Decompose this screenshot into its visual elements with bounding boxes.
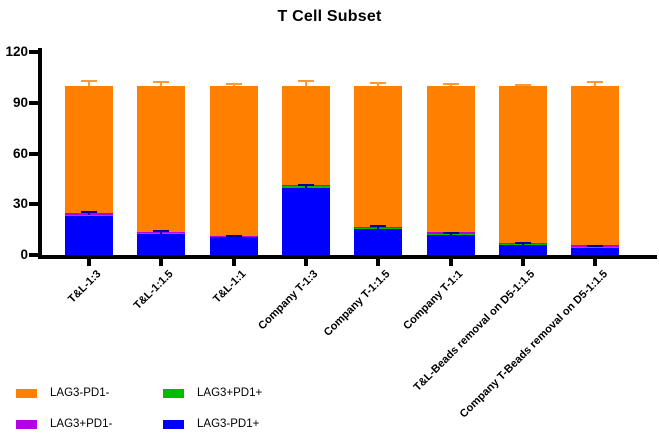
bar-segment-lag3pd1 [209, 237, 258, 255]
bar-segment-lag3pd1 [281, 188, 330, 255]
chart-title: T Cell Subset [277, 8, 382, 25]
x-axis-line [38, 255, 657, 259]
error-bar-stem [377, 226, 380, 229]
legend-item: LAG3-PD1- [16, 387, 109, 399]
bar-segment-lag3pd1 [65, 215, 113, 255]
x-tick-label: Company T-1:1.5 [321, 268, 393, 339]
error-bar-cap [587, 244, 604, 247]
x-tick-label: Company T-1:1 [400, 268, 465, 333]
error-bar-cap [225, 234, 242, 237]
x-tick-mark [448, 259, 453, 266]
y-tick-label: 60 [12, 145, 28, 161]
bar-segment-lag3pd1 [498, 244, 547, 255]
x-tick-mark [87, 259, 91, 266]
error-bar-stem [304, 184, 307, 189]
error-bar-cap [297, 79, 314, 82]
bar-segment-lag3pd1 [426, 234, 475, 255]
error-bar-stem [377, 82, 380, 87]
x-tick-mark [159, 259, 164, 266]
y-tick-mark [29, 50, 38, 54]
legend-swatch [16, 419, 37, 429]
y-tick-mark [29, 202, 38, 207]
legend-item: LAG3+PD1+ [163, 387, 262, 399]
error-bar-cap [370, 225, 387, 228]
bar-segment-lag3pd1 [354, 86, 403, 227]
bar-segment-lag3pd1 [354, 228, 403, 255]
y-tick-mark [29, 100, 38, 105]
error-bar-cap [81, 79, 97, 82]
bar-segment-lag3pd1 [209, 86, 258, 236]
bar-segment-lag3pd1 [426, 85, 475, 233]
legend-label: LAG3-PD1+ [197, 418, 260, 430]
x-tick-mark [376, 259, 381, 266]
error-bar-cap [81, 210, 97, 213]
y-tick-mark [29, 151, 38, 156]
error-bar-cap [225, 83, 242, 86]
x-tick-label: Company T-Beads removal on D5-1:1.5 [457, 268, 610, 421]
error-bar-cap [370, 81, 387, 84]
error-bar-stem [160, 81, 163, 87]
legend-swatch [163, 388, 184, 398]
error-bar-cap [514, 242, 531, 245]
error-bar-cap [297, 183, 314, 186]
bar-segment-lag3pd1 [281, 85, 330, 185]
y-tick-label: 120 [5, 44, 28, 59]
legend-item: LAG3-PD1+ [163, 418, 259, 430]
legend-swatch [163, 419, 184, 429]
error-bar-cap [153, 229, 170, 232]
legend-item: LAG3+PD1- [16, 418, 112, 430]
legend-label: LAG3+PD1+ [197, 387, 263, 399]
y-tick-mark [29, 253, 38, 257]
error-bar-stem [304, 80, 307, 86]
y-tick-label: 30 [12, 196, 28, 212]
x-tick-label: Company T-1:3 [256, 268, 321, 333]
legend-label: LAG3-PD1- [50, 387, 110, 399]
y-axis-line [38, 48, 42, 259]
x-tick-label: T&L-Beads removal on D5-1:1.5 [411, 268, 538, 394]
error-bar-cap [442, 83, 459, 86]
x-tick-mark [303, 259, 308, 266]
error-bar-stem [449, 232, 452, 235]
x-tick-mark [593, 259, 598, 266]
bar-segment-lag3pd1 [137, 233, 186, 255]
error-bar-cap [514, 84, 531, 87]
x-tick-label: T&L-1:1.5 [131, 268, 176, 312]
y-tick-label: 0 [20, 247, 28, 262]
bar-segment-lag3pd1 [571, 86, 620, 246]
error-bar-stem [160, 230, 163, 234]
error-bar-stem [88, 80, 90, 86]
x-tick-mark [231, 259, 236, 266]
legend-label: LAG3+PD1- [50, 418, 113, 430]
x-tick-label: T&L-1:1 [210, 268, 249, 306]
error-bar-cap [587, 81, 604, 84]
bar-segment-lag3pd1 [65, 85, 113, 213]
error-bar-cap [153, 80, 170, 83]
legend-swatch [16, 388, 37, 398]
bar-segment-lag3pd1 [137, 86, 186, 232]
bar-segment-lag3pd1 [571, 247, 620, 255]
error-bar-cap [442, 231, 459, 234]
error-bar-stem [594, 82, 597, 87]
bar-segment-lag3pd1 [498, 86, 547, 243]
error-bar-stem [88, 211, 90, 216]
x-tick-label: T&L-1:3 [66, 268, 104, 306]
y-tick-label: 90 [12, 94, 28, 110]
x-tick-mark [520, 259, 525, 266]
